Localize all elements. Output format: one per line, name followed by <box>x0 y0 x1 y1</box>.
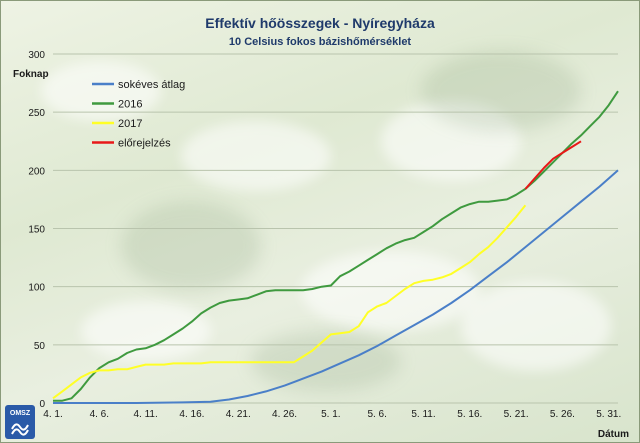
legend-label: sokéves átlag <box>118 79 185 91</box>
x-tick-label: 5. 1. <box>321 409 340 420</box>
series-line-3 <box>524 140 582 190</box>
y-axis-ticks: 0 50 100 150 200 250 300 <box>28 50 45 410</box>
y-tick-label: 100 <box>28 283 45 294</box>
x-tick-label: 5. 31. <box>596 409 621 420</box>
x-tick-label: 5. 11. <box>411 409 435 420</box>
y-tick-label: 300 <box>28 50 45 61</box>
x-tick-label: 4. 6. <box>90 409 109 420</box>
legend: sokéves átlag 2016 2017 előrejelzés <box>92 79 185 150</box>
logo-text: OMSZ <box>10 410 31 417</box>
y-tick-label: 0 <box>39 399 45 410</box>
chart-subtitle: 10 Celsius fokos bázishőmérséklet <box>229 36 412 48</box>
legend-label: előrejelzés <box>118 138 171 150</box>
legend-label: 2016 <box>118 99 142 111</box>
omsz-logo: OMSZ <box>5 405 35 439</box>
series-line-0 <box>53 169 619 404</box>
y-axis-title: Foknap <box>13 69 49 80</box>
x-tick-label: 4. 1. <box>43 409 62 420</box>
chart-title: Effektív hőösszegek - Nyíregyháza <box>205 15 435 31</box>
x-tick-label: 4. 16. <box>179 409 204 420</box>
gridlines <box>53 53 618 404</box>
y-tick-label: 50 <box>34 341 46 352</box>
x-tick-label: 5. 26. <box>550 409 575 420</box>
x-tick-label: 5. 6. <box>367 409 386 420</box>
y-tick-label: 200 <box>28 166 45 177</box>
series-line-1 <box>53 90 619 402</box>
legend-label: 2017 <box>118 118 142 130</box>
series-lines <box>52 90 619 404</box>
series-line-2 <box>52 204 527 400</box>
x-tick-label: 5. 16. <box>457 409 482 420</box>
y-tick-label: 250 <box>28 108 45 119</box>
x-axis-ticks: 4. 1. 4. 6. 4. 11. 4. 16. 4. 21. 4. 26. 5. 1. 5… <box>43 409 621 420</box>
x-tick-label: 4. 21. <box>226 409 251 420</box>
x-tick-label: 4. 26. <box>272 409 297 420</box>
x-axis-title: Dátum <box>598 429 629 440</box>
y-tick-label: 150 <box>28 225 45 236</box>
x-tick-label: 5. 21. <box>504 409 529 420</box>
x-tick-label: 4. 11. <box>133 409 157 420</box>
